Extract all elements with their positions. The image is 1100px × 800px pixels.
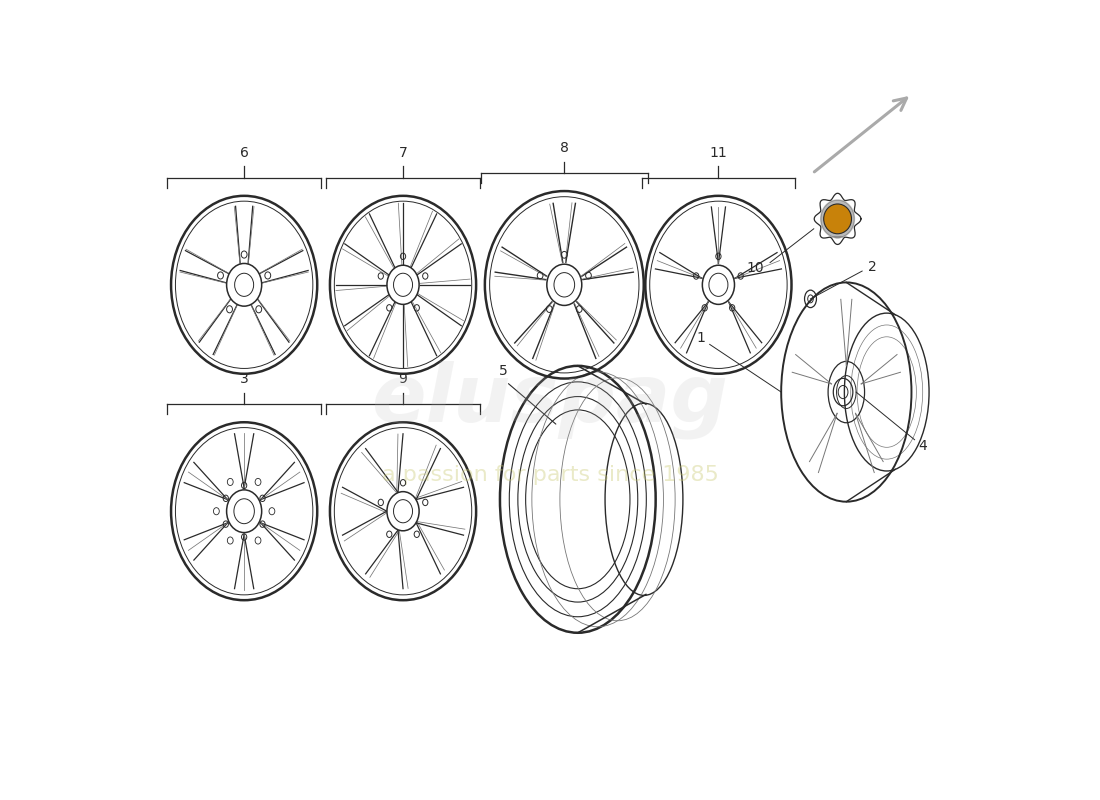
Text: 9: 9: [398, 373, 407, 386]
Text: 6: 6: [240, 146, 249, 160]
Text: a passion for parts since 1985: a passion for parts since 1985: [382, 466, 718, 486]
Text: eluspag: eluspag: [372, 361, 728, 439]
Text: 8: 8: [560, 142, 569, 155]
Text: 1: 1: [696, 331, 706, 345]
Text: 5: 5: [498, 364, 507, 378]
Text: 2: 2: [868, 260, 877, 274]
Polygon shape: [821, 200, 855, 238]
Text: 3: 3: [240, 373, 249, 386]
Text: 10: 10: [747, 261, 764, 275]
Text: 4: 4: [918, 439, 927, 453]
Ellipse shape: [824, 204, 851, 234]
Text: 7: 7: [398, 146, 407, 160]
Text: 11: 11: [710, 146, 727, 160]
